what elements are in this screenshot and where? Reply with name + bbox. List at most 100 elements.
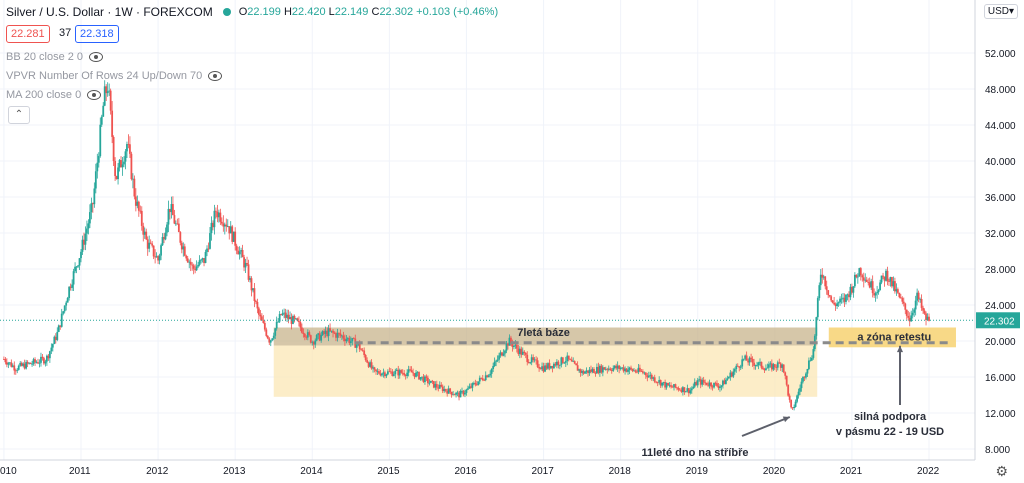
- indicator-bb[interactable]: BB 20 close 2 0: [6, 51, 104, 63]
- candle-body: [886, 270, 889, 282]
- ask-price[interactable]: 22.318: [75, 25, 119, 43]
- candle-body: [827, 290, 830, 296]
- candle-body: [613, 365, 616, 368]
- candle-body: [797, 391, 800, 396]
- candle-body: [372, 367, 374, 369]
- candle-body: [634, 370, 637, 372]
- candle-body: [28, 362, 31, 364]
- candle-body: [146, 239, 149, 249]
- candle-body: [34, 359, 36, 363]
- candle-body: [640, 371, 643, 372]
- candle-body: [115, 175, 118, 180]
- candle-body: [848, 294, 850, 298]
- candle-body: [659, 380, 662, 386]
- candle-body: [539, 368, 542, 370]
- candle-body: [787, 384, 790, 396]
- candle-body: [643, 372, 646, 374]
- time-tick-label: 2017: [532, 466, 555, 477]
- candle-body: [913, 309, 916, 313]
- indicator-vpvr[interactable]: VPVR Number Of Rows 24 Up/Down 70: [6, 70, 223, 82]
- candle-body: [842, 297, 844, 299]
- candle-body: [668, 385, 671, 387]
- candle-body: [667, 383, 669, 386]
- candle-body: [816, 298, 819, 318]
- candle-body: [732, 371, 735, 377]
- candle-body: [29, 362, 32, 364]
- candle-body: [544, 365, 546, 372]
- candle-body: [280, 314, 283, 315]
- candle-body: [438, 384, 441, 389]
- candle-body: [234, 231, 237, 246]
- candle-body: [834, 304, 837, 307]
- candle-body: [849, 286, 852, 298]
- candle-body: [238, 251, 241, 255]
- candle-body: [198, 260, 201, 265]
- candle-body: [676, 387, 678, 389]
- candle-body: [512, 345, 515, 347]
- candle-body: [727, 376, 730, 379]
- candle-body: [455, 392, 457, 395]
- candle-body: [60, 313, 63, 327]
- candle-body: [907, 315, 910, 318]
- candle-body: [895, 289, 898, 292]
- candle-body: [441, 386, 444, 392]
- candle-body: [575, 363, 578, 366]
- base-zone-label: 7letá báze: [517, 327, 570, 339]
- candle-body: [661, 382, 664, 386]
- candle-body: [139, 210, 142, 212]
- time-axis[interactable]: 010 2011 2012 2013 2014 2015 2016 2017 2018 2019 2…: [0, 466, 940, 477]
- change-value: +0.103 (+0.46%): [416, 6, 499, 18]
- candle-body: [570, 359, 573, 362]
- candle-body: [336, 332, 339, 338]
- candle-body: [782, 364, 785, 373]
- candle-body: [296, 318, 299, 321]
- candle-body: [468, 386, 471, 389]
- candle-body: [453, 394, 456, 396]
- candle-body: [247, 264, 250, 280]
- candle-body: [730, 372, 733, 377]
- candle-body: [277, 321, 280, 323]
- candle-body: [679, 389, 681, 391]
- candle-body: [65, 302, 68, 306]
- candle-body: [271, 338, 274, 341]
- candle-body: [753, 362, 755, 366]
- eye-icon[interactable]: [89, 52, 104, 62]
- candle-body: [217, 212, 220, 218]
- price-axis[interactable]: 8.000 12.000 16.000 20.000 24.000 28.000 32.00…: [976, 49, 1020, 456]
- candle-body: [452, 394, 455, 396]
- candle-body: [96, 162, 99, 172]
- candle-body: [415, 372, 417, 377]
- indicator-ma[interactable]: MA 200 close 0: [6, 89, 102, 101]
- candle-body: [41, 356, 44, 359]
- candle-body: [308, 332, 311, 336]
- candle-body: [870, 281, 873, 288]
- candle-body: [828, 295, 831, 297]
- candle-body: [720, 385, 723, 387]
- candle-body: [338, 332, 340, 334]
- candle-body: [925, 313, 927, 320]
- currency-select[interactable]: USD▾: [983, 4, 1018, 19]
- candle-body: [767, 364, 770, 368]
- symbol-title[interactable]: Silver / U.S. Dollar · 1W · FOREXCOM: [6, 5, 213, 19]
- candle-body: [418, 372, 420, 380]
- candle-body: [704, 382, 707, 384]
- candle-body: [68, 286, 71, 298]
- candle-body: [401, 372, 404, 374]
- gear-icon[interactable]: ⚙: [995, 463, 1008, 479]
- candle-body: [293, 316, 296, 319]
- candle-body: [536, 360, 539, 367]
- eye-icon[interactable]: [87, 90, 102, 100]
- candle-body: [3, 359, 5, 360]
- candle-body: [910, 315, 913, 322]
- collapse-indicators-button[interactable]: ⌃: [8, 106, 30, 124]
- candle-body: [47, 355, 50, 359]
- candle-body: [711, 386, 714, 388]
- candle-body: [295, 318, 297, 320]
- bid-price[interactable]: 22.281: [6, 25, 50, 43]
- eye-icon[interactable]: [208, 71, 223, 81]
- candle-body: [395, 369, 398, 371]
- candle-body: [818, 285, 821, 299]
- candle-body: [90, 203, 93, 213]
- candle-body: [490, 369, 493, 374]
